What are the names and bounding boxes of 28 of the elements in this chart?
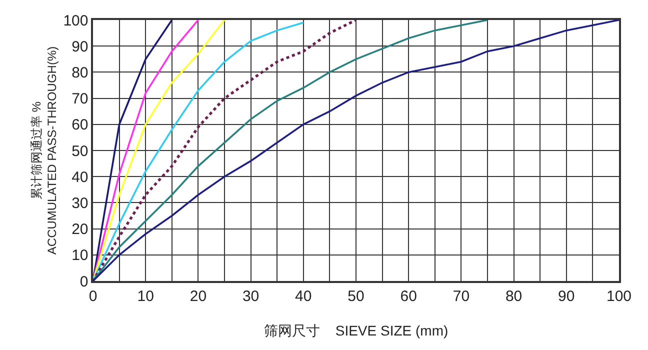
y-tick-label: 80 (72, 64, 88, 82)
y-tick-label: 0 (80, 273, 88, 290)
x-tick-label: 40 (295, 288, 312, 305)
y-axis-title: 累计筛网通过率 % ACCUMULATED PASS-THROUGH(%) (29, 46, 60, 255)
y-tick-label: 20 (72, 221, 88, 238)
y-tick-label: 50 (72, 142, 88, 160)
line-series (93, 22, 304, 281)
x-tick-label: 50 (348, 288, 364, 305)
line-series (93, 20, 619, 281)
line-series (93, 20, 226, 281)
y-tick-label: 40 (72, 168, 88, 186)
x-tick-label: 70 (452, 288, 470, 305)
x-tick-label: 60 (400, 288, 417, 305)
x-tick-label: 30 (242, 288, 260, 305)
y-tick-label: 70 (72, 90, 88, 108)
x-tick-label: 10 (137, 288, 154, 305)
y-tick-label: 30 (72, 194, 88, 212)
x-tick-label: 90 (558, 288, 575, 305)
x-tick-label: 80 (505, 288, 522, 305)
y-tick-label: 100 (63, 12, 88, 30)
y-tick-label: 10 (72, 247, 88, 264)
line-series (93, 20, 488, 281)
line-series (93, 20, 358, 281)
y-tick-label: 90 (72, 38, 88, 56)
y-tick-label: 60 (72, 116, 88, 134)
x-axis-title: 筛网尺寸 SIEVE SIZE (mm) (264, 322, 448, 339)
x-tick-label: 100 (606, 288, 632, 305)
x-tick-label: 20 (190, 288, 207, 305)
